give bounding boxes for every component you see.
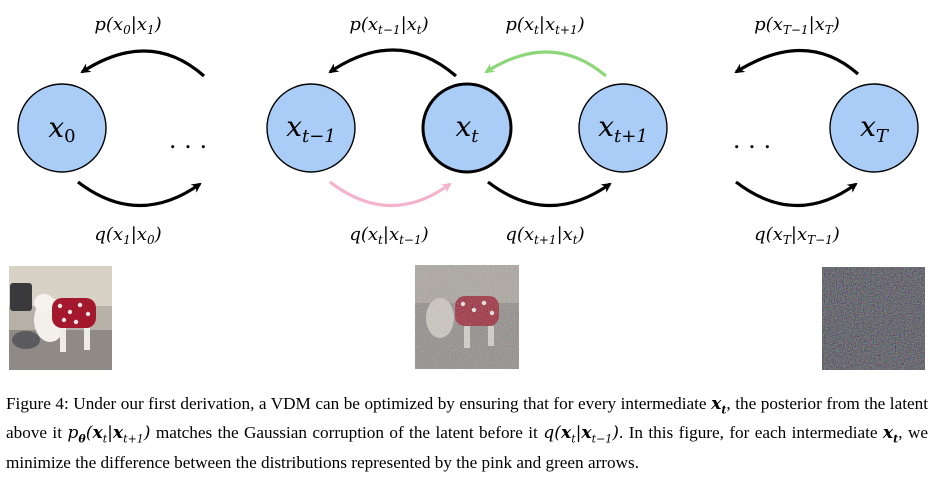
caption-math-posterior: pθ(xt|xt+1)	[67, 423, 151, 446]
node-xt-sub: t	[471, 126, 479, 147]
caption-text-2: , the posterior from the latent above it	[6, 394, 928, 443]
arrow-p-xt-green	[484, 50, 608, 78]
label-p-xT: p(xT−1|xT)	[754, 14, 840, 37]
node-xt-minus-1-sub: t−1	[302, 126, 336, 147]
svg-text:xt: xt	[455, 110, 479, 147]
ellipsis-right: . . .	[733, 126, 771, 154]
vdm-diagram: x0 xt−1 xt xt+1 xT . . . . . . p(	[9, 14, 925, 370]
node-xt-plus-1-base: x	[598, 110, 614, 143]
node-xt-plus-1: xt+1	[578, 83, 668, 173]
caption-math-xt-2: xt	[882, 423, 899, 446]
svg-text:x0: x0	[48, 111, 75, 147]
label-q-xt-plus-1: q(xt+1|xt)	[505, 224, 584, 247]
label-p-xt: p(xt|xt+1)	[505, 14, 584, 37]
ellipsis-left: . . .	[169, 126, 207, 154]
arrow-q-x1	[77, 180, 202, 208]
label-p-xt-minus-1: p(xt−1|xt)	[349, 14, 428, 37]
caption-text-5: , we minimize the difference between the…	[6, 423, 928, 472]
node-xT-base: x	[860, 110, 876, 143]
node-xt-plus-1-sub: t+1	[614, 126, 648, 147]
label-q-x1: q(x1|x0)	[94, 224, 161, 247]
node-xT: xT	[829, 83, 919, 173]
arrow-p-xt-minus-1	[328, 48, 458, 78]
svg-text:xt−1: xt−1	[286, 110, 336, 147]
arrow-q-xt-pink	[329, 180, 452, 208]
caption-text-1: Under our first derivation, a VDM can be…	[73, 394, 712, 413]
svg-text:xT: xT	[860, 110, 890, 147]
node-xT-sub: T	[876, 126, 890, 147]
figure-caption: Figure 4: Under our first derivation, a …	[6, 392, 928, 474]
caption-math-corruption: q(xt|xt−1)	[543, 423, 620, 446]
label-q-xt: q(xt|xt−1)	[349, 224, 428, 247]
node-x0-sub: 0	[64, 126, 75, 147]
label-p-x0: p(x0|x1)	[94, 14, 161, 37]
node-xt-minus-1: xt−1	[266, 83, 356, 173]
caption-prefix: Figure 4:	[6, 394, 74, 413]
node-x0: x0	[17, 83, 107, 173]
caption-text-4: . In this figure, for each intermediate	[619, 423, 883, 443]
node-xt-minus-1-base: x	[286, 110, 302, 143]
arrow-p-xT	[734, 48, 860, 76]
arrow-q-xt-plus-1	[487, 180, 612, 208]
svg-text:xt+1: xt+1	[598, 110, 648, 147]
arrow-p-x0	[80, 49, 206, 78]
noisy-dog-photo	[415, 265, 519, 369]
caption-math-xt-1: xt	[711, 394, 727, 417]
clean-dog-photo	[9, 266, 112, 370]
label-q-xT: q(xT|xT−1)	[754, 224, 840, 247]
pure-noise-photo	[822, 267, 925, 370]
node-xt-base: x	[455, 110, 471, 143]
node-x0-base: x	[48, 111, 64, 144]
arrow-q-xT	[735, 180, 858, 208]
caption-text-3: matches the Gaussian corruption of the l…	[150, 423, 544, 443]
node-xt: xt	[421, 82, 513, 174]
